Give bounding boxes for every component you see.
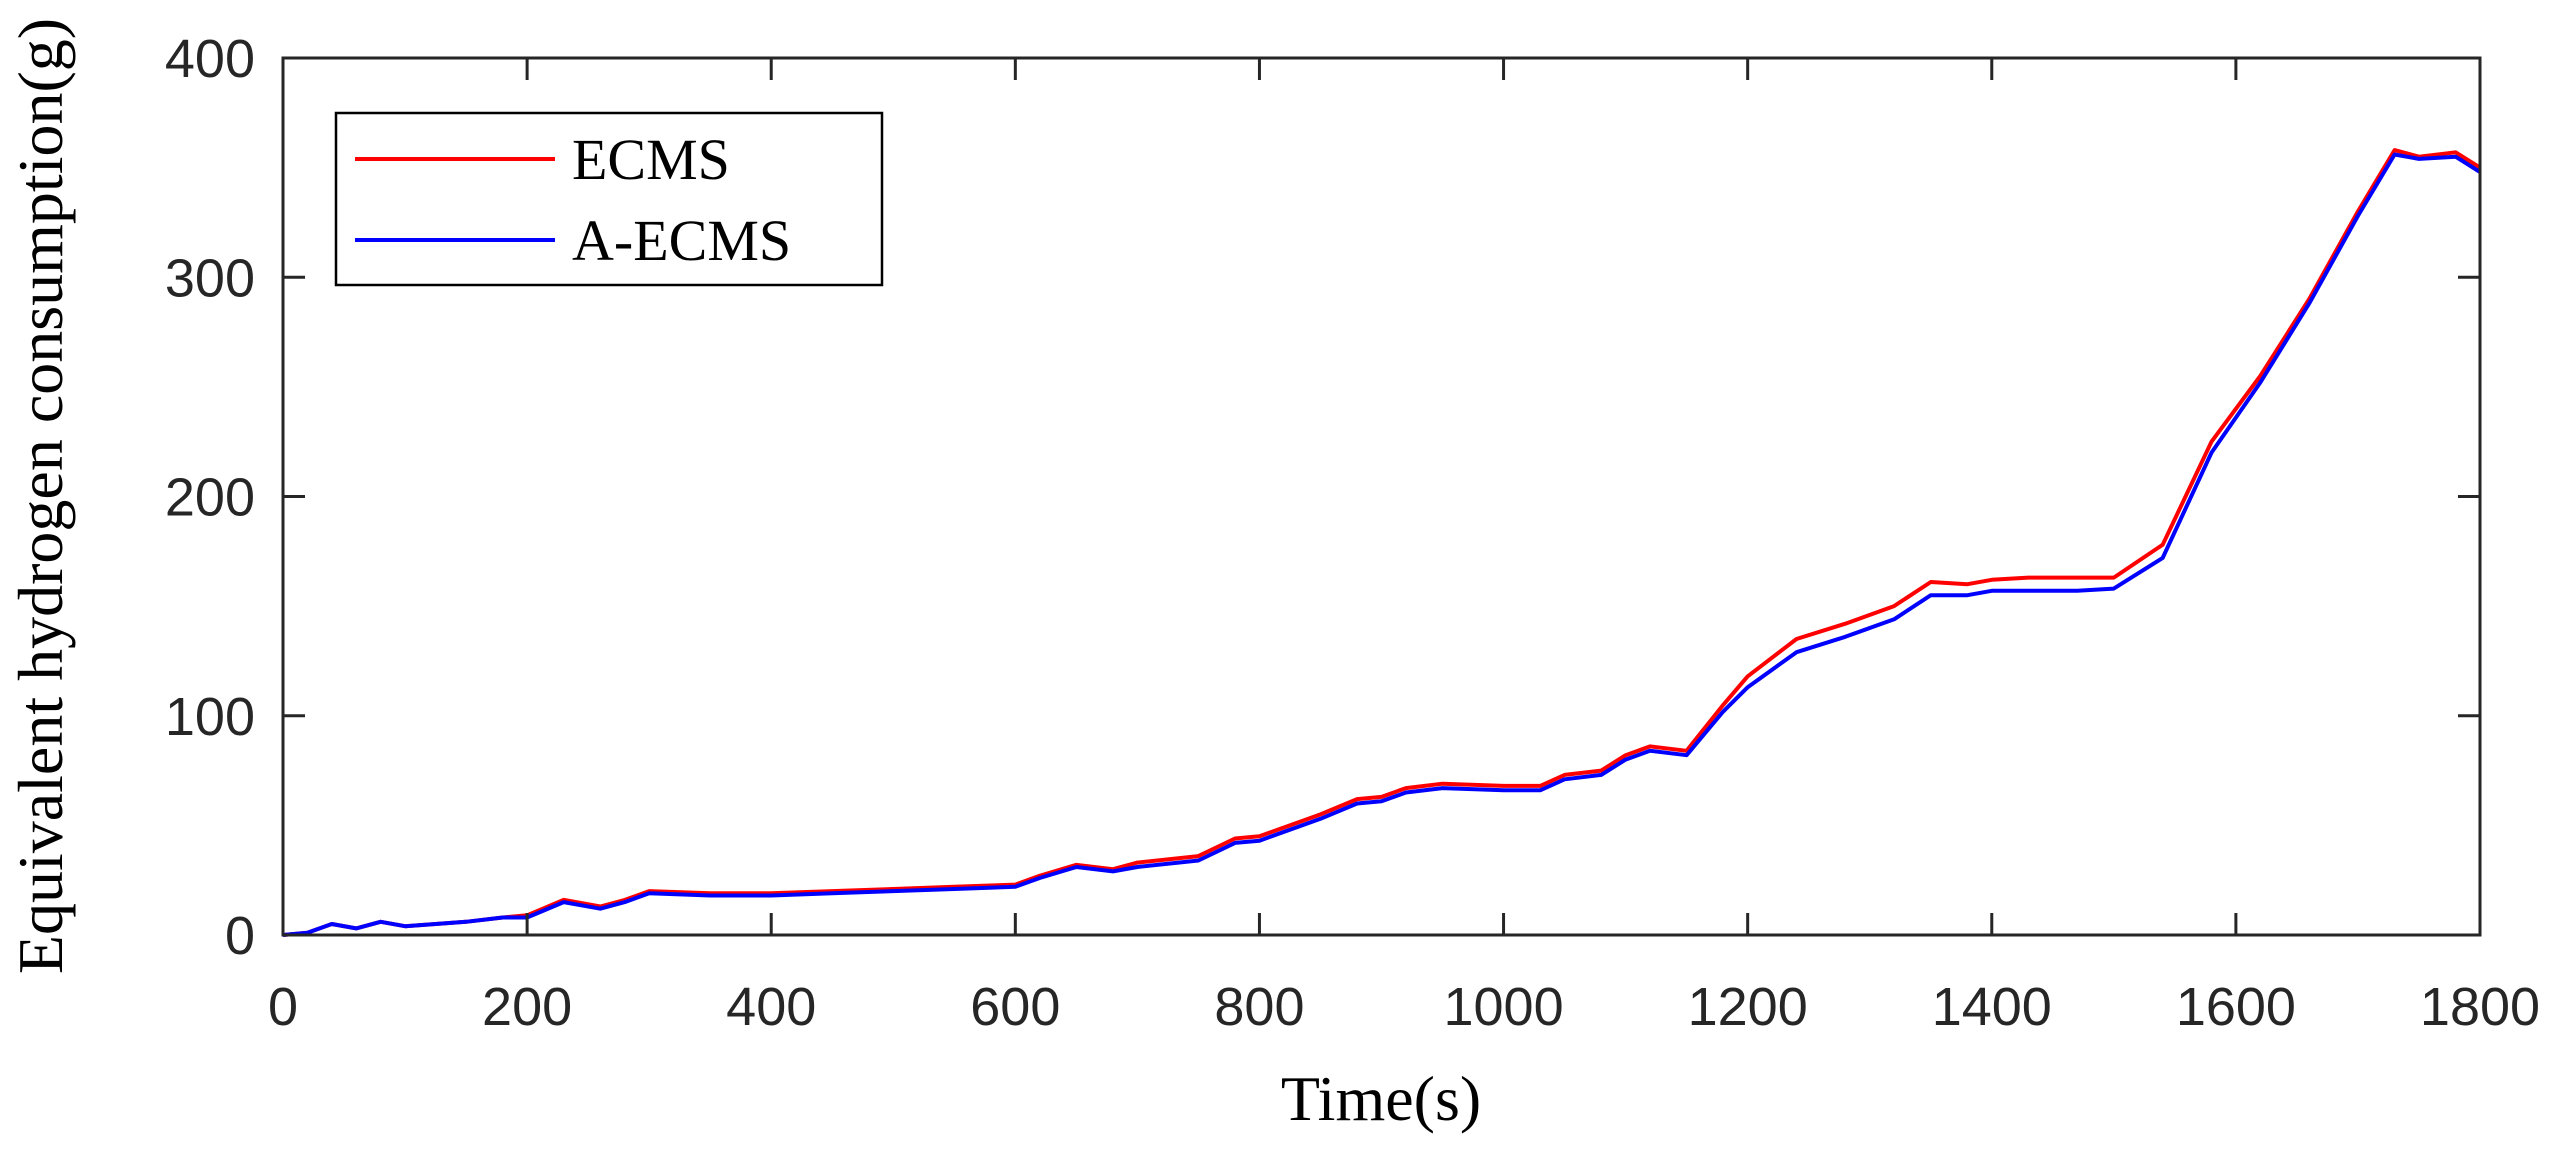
x-tick-label: 600 bbox=[970, 977, 1060, 1037]
x-tick-label: 1000 bbox=[1443, 977, 1563, 1037]
y-tick-label: 100 bbox=[165, 687, 255, 747]
legend: ECMS A-ECMS bbox=[334, 111, 884, 287]
series-line-a-ecms bbox=[282, 152, 2482, 937]
y-tick-label: 300 bbox=[165, 248, 255, 308]
x-tick-label: 400 bbox=[726, 977, 816, 1037]
x-tick-label: 1400 bbox=[1932, 977, 2052, 1037]
x-tick-label: 1200 bbox=[1688, 977, 1808, 1037]
legend-label-ecms: ECMS bbox=[572, 127, 730, 192]
series-line-ecms bbox=[282, 148, 2482, 937]
x-tick-label: 800 bbox=[1214, 977, 1304, 1037]
x-tick-label: 1600 bbox=[2176, 977, 2296, 1037]
y-tick-label: 0 bbox=[225, 906, 255, 966]
y-axis: 0 100 200 300 400 bbox=[165, 29, 2480, 966]
x-axis: 0 200 400 600 800 1000 1200 1400 1600 1800 bbox=[268, 58, 2540, 1037]
x-tick-label: 0 bbox=[268, 977, 298, 1037]
x-tick-label: 1800 bbox=[2420, 977, 2540, 1037]
series-layer bbox=[282, 148, 2482, 937]
y-tick-label: 200 bbox=[165, 468, 255, 528]
x-axis-title: Time(s) bbox=[1281, 1063, 1481, 1134]
legend-box bbox=[334, 111, 884, 287]
x-tick-label: 200 bbox=[482, 977, 572, 1037]
y-axis-title: Equivalent hydrogen consumption(g) bbox=[5, 18, 76, 974]
y-tick-label: 400 bbox=[165, 29, 255, 89]
legend-label-a-ecms: A-ECMS bbox=[572, 208, 791, 273]
